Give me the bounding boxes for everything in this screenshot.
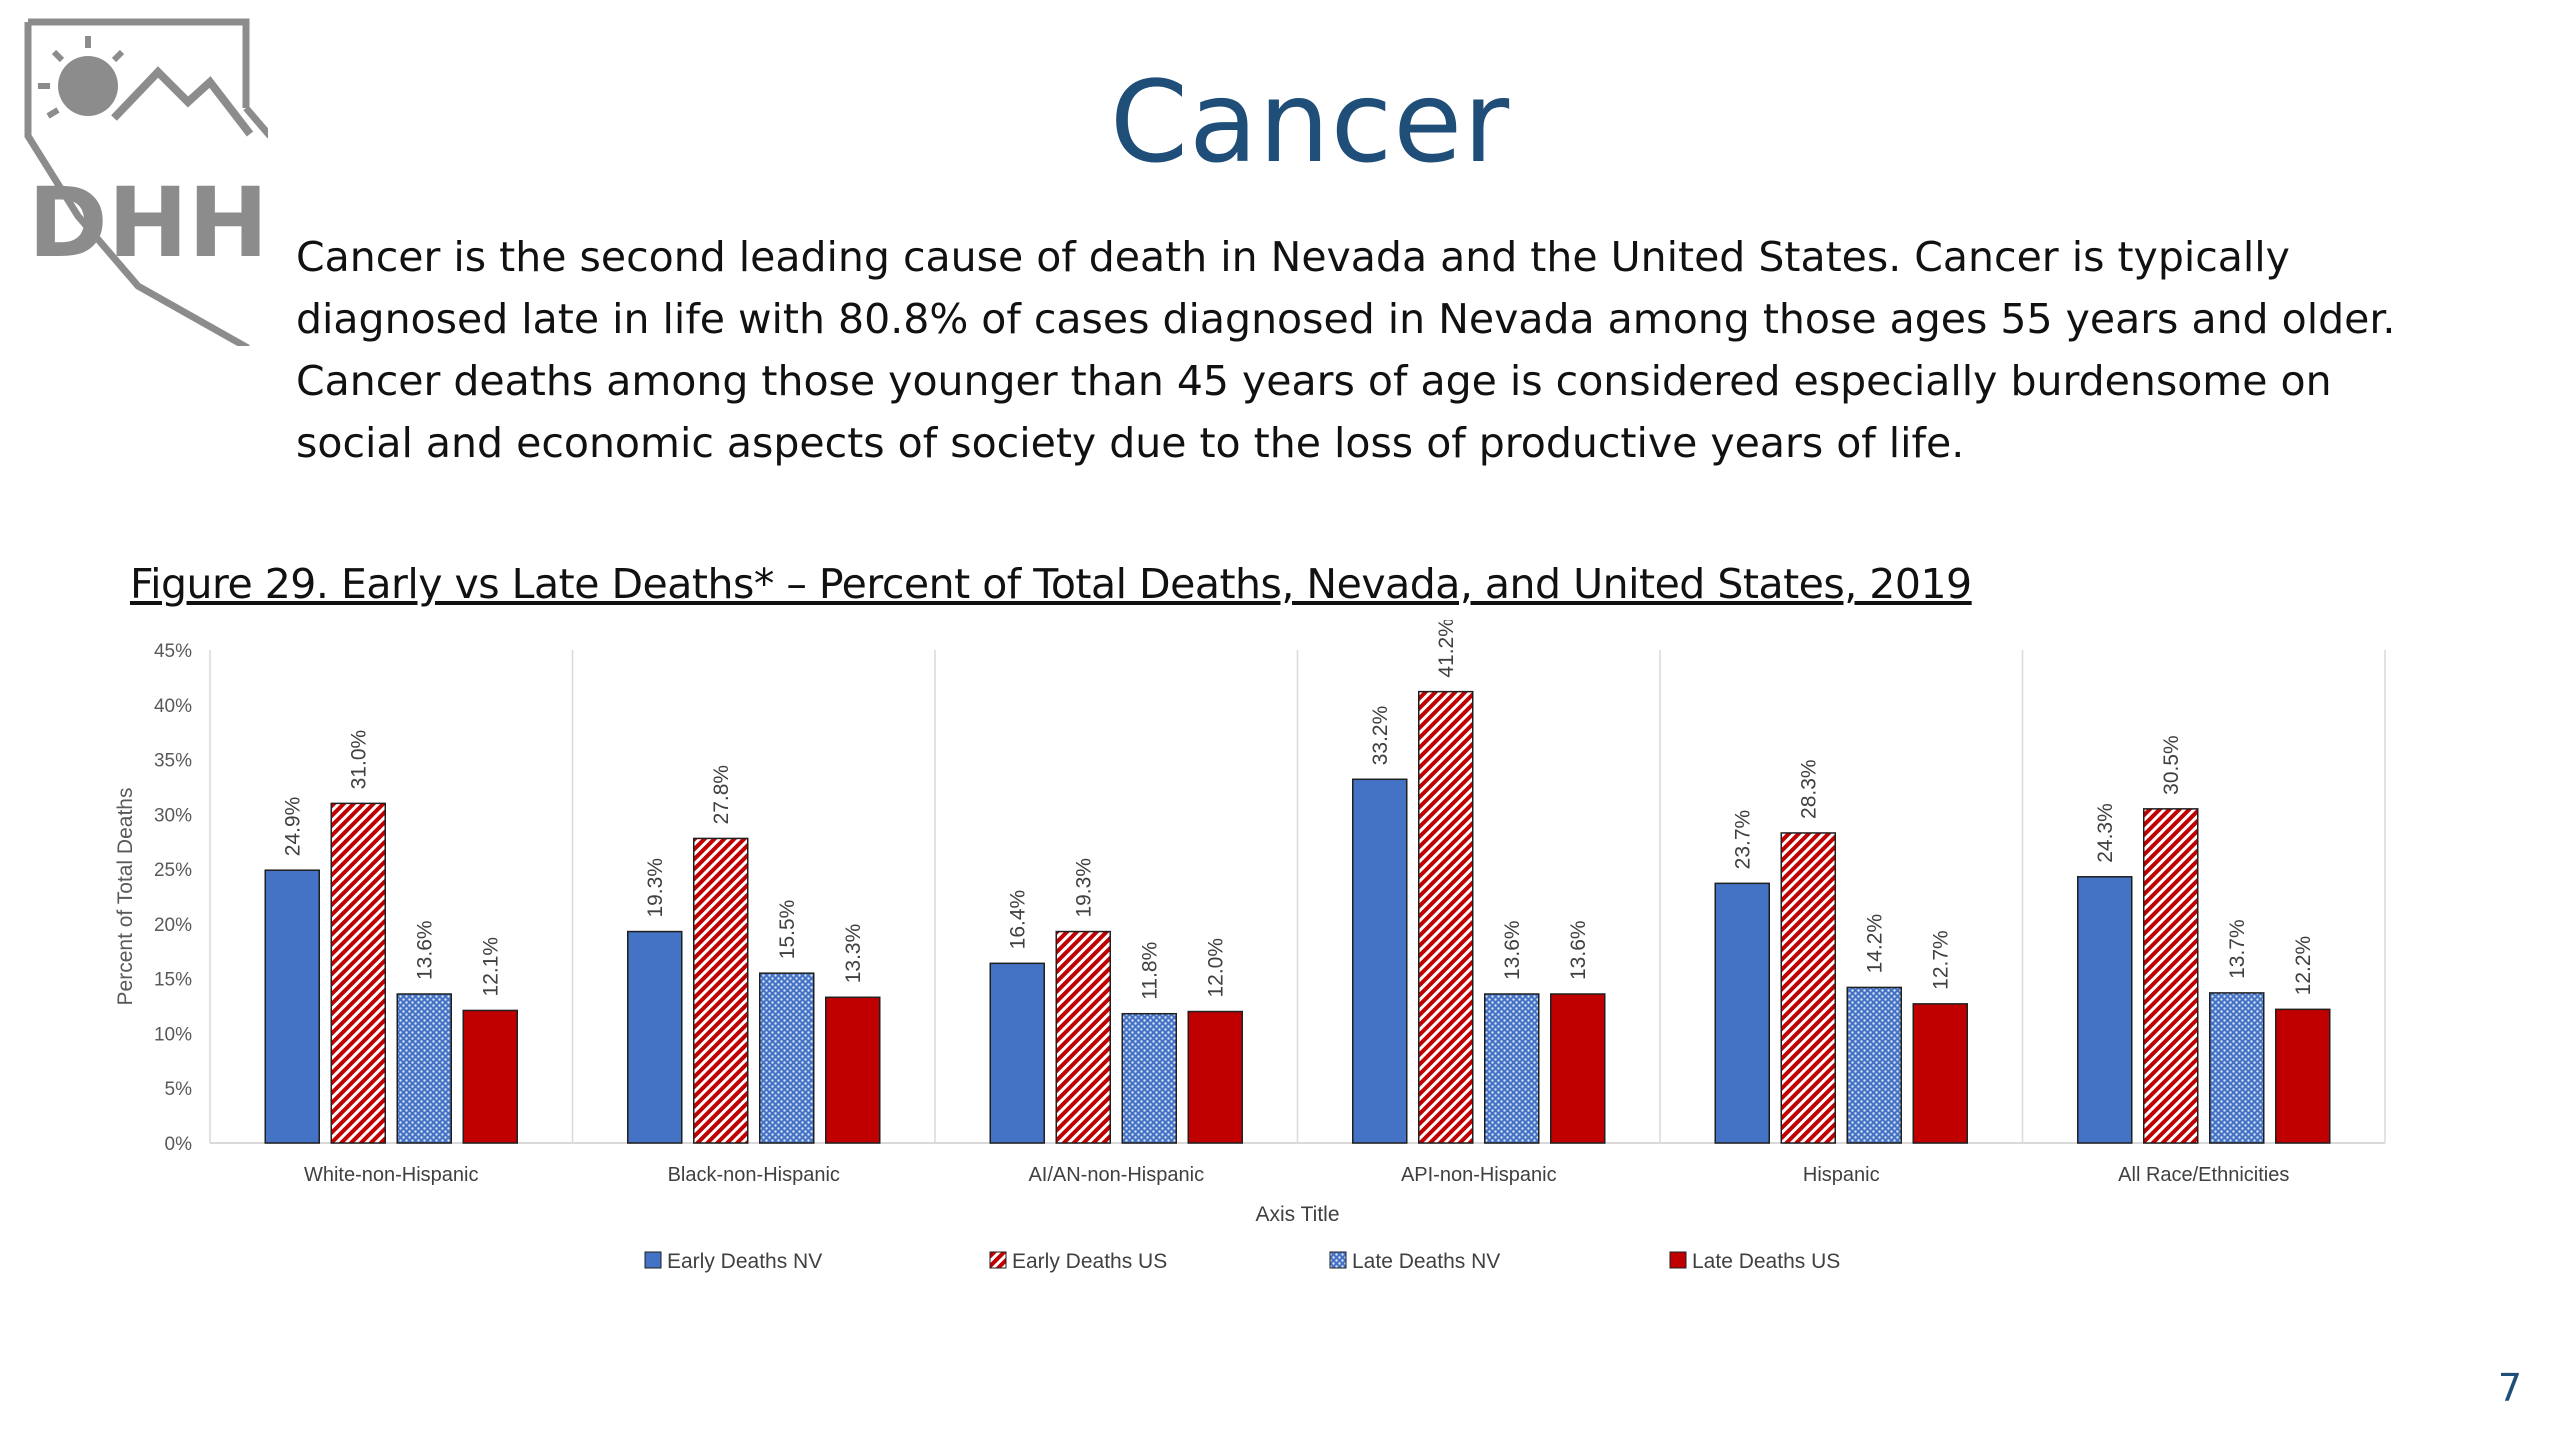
bar-3-1 [1418, 690, 1474, 1144]
bar-4-3 [1912, 1003, 1968, 1144]
legend-label: Early Deaths NV [667, 1250, 822, 1273]
bar-0-2 [396, 993, 452, 1144]
legend-swatch [1329, 1251, 1347, 1269]
data-label: 12.7% [1929, 930, 1952, 990]
data-label: 23.7% [1731, 810, 1754, 870]
bar-2-3 [1187, 1010, 1243, 1144]
y-tick-label: 25% [154, 860, 192, 881]
page-number: 7 [2497, 1366, 2522, 1410]
data-label: 12.0% [1204, 938, 1227, 998]
data-label: 15.5% [776, 900, 799, 960]
x-tick-label: API-non-Hispanic [1401, 1164, 1557, 1186]
y-tick-label: 15% [154, 970, 192, 991]
bar-chart: 0% 5% 10% 15% 20% 25% 30% 35% 40% 45% Percent of T… [114, 620, 2386, 1273]
y-tick-label: 5% [165, 1079, 193, 1100]
data-label: 19.3% [1072, 858, 1095, 918]
bar-3-2 [1484, 993, 1540, 1144]
data-label: 11.8% [1138, 942, 1161, 1000]
bar-5-3 [2275, 1008, 2331, 1144]
bar-3-3 [1550, 993, 1606, 1144]
x-axis-title: Axis Title [1255, 1203, 1339, 1226]
data-label: 30.5% [2160, 735, 2183, 795]
legend-label: Early Deaths US [1012, 1250, 1167, 1273]
bar-0-1 [330, 802, 386, 1144]
data-label: 13.6% [1567, 920, 1590, 980]
data-label: 12.1% [479, 937, 502, 997]
data-label: 41.2% [1435, 620, 1458, 678]
legend-label: Late Deaths US [1692, 1250, 1840, 1273]
logo-letters: DHHS [28, 167, 268, 279]
y-axis-title: Percent of Total Deaths [114, 788, 137, 1006]
bar-2-2 [1121, 1012, 1177, 1144]
dhhs-logo: DHHS [24, 18, 268, 346]
data-label: 24.3% [2094, 803, 2117, 863]
y-tick-label: 35% [154, 751, 192, 772]
bar-4-2 [1846, 986, 1902, 1144]
bar-5-1 [2143, 808, 2199, 1144]
bar-5-0 [2077, 876, 2133, 1144]
bar-5-2 [2209, 992, 2265, 1144]
data-label: 16.4% [1006, 890, 1029, 950]
data-label: 33.2% [1369, 706, 1392, 766]
y-tick-label: 45% [154, 641, 192, 662]
x-tick-label: Hispanic [1803, 1164, 1880, 1186]
bar-0-0 [264, 869, 320, 1144]
bar-1-0 [627, 930, 683, 1144]
x-tick-label: White-non-Hispanic [304, 1164, 479, 1186]
x-tick-label: All Race/Ethnicities [2118, 1164, 2289, 1186]
figure-title: Figure 29. Early vs Late Deaths* – Perce… [130, 560, 1972, 608]
legend-swatch [989, 1251, 1007, 1269]
data-label: 19.3% [644, 858, 667, 918]
legend-swatch [644, 1251, 662, 1269]
x-tick-label: Black-non-Hispanic [668, 1164, 840, 1186]
data-label: 13.6% [413, 920, 436, 980]
y-tick-label: 30% [154, 805, 192, 826]
data-label: 27.8% [710, 765, 733, 825]
data-label: 31.0% [347, 730, 370, 790]
data-label: 13.3% [842, 924, 865, 984]
legend-swatch [1669, 1251, 1687, 1269]
data-label: 13.7% [2226, 919, 2249, 979]
y-tick-label: 40% [154, 696, 192, 717]
bar-1-3 [825, 996, 881, 1144]
data-label: 14.2% [1863, 914, 1886, 974]
data-label: 24.9% [281, 797, 304, 857]
slide-title: Cancer [1109, 58, 1511, 188]
y-tick-label: 20% [154, 915, 192, 936]
legend-label: Late Deaths NV [1352, 1250, 1500, 1273]
bar-1-2 [759, 972, 815, 1144]
bar-1-1 [693, 837, 749, 1144]
bar-4-0 [1714, 882, 1770, 1144]
bar-4-1 [1780, 832, 1836, 1144]
y-tick-label: 0% [165, 1134, 193, 1155]
bar-0-3 [462, 1009, 518, 1144]
bar-3-0 [1352, 778, 1408, 1144]
y-tick-label: 10% [154, 1024, 192, 1045]
bar-2-1 [1055, 930, 1111, 1144]
data-label: 13.6% [1501, 920, 1524, 980]
bar-2-0 [989, 962, 1045, 1144]
intro-paragraph: Cancer is the second leading cause of de… [296, 233, 2396, 467]
data-label: 12.2% [2292, 936, 2315, 996]
x-tick-label: AI/AN-non-Hispanic [1028, 1164, 1204, 1186]
data-label: 28.3% [1797, 759, 1820, 819]
